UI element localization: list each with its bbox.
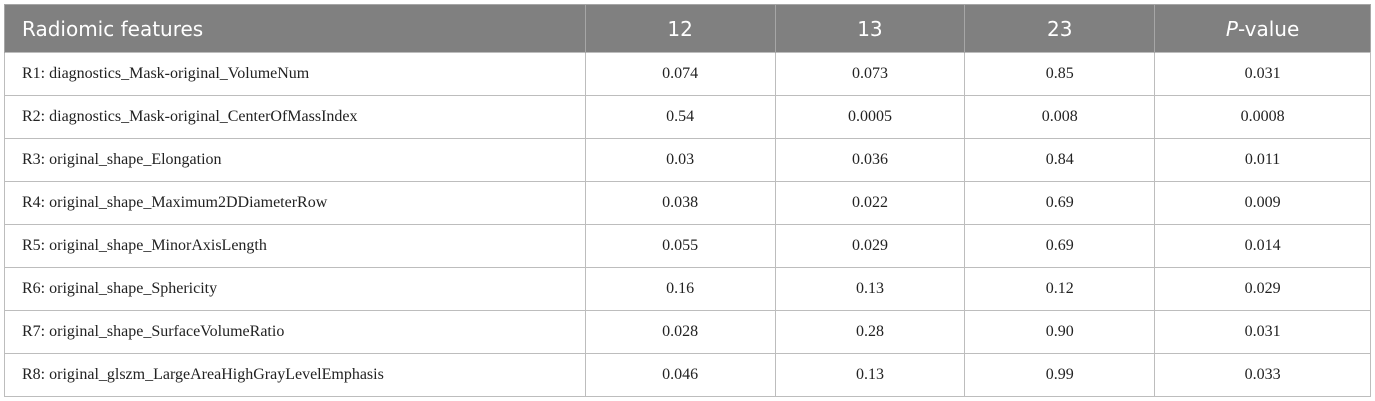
value-cell: 0.13 — [774, 267, 966, 311]
value-cell: 0.038 — [584, 181, 776, 225]
value-cell: 0.028 — [584, 310, 776, 354]
value-cell: 0.031 — [1154, 52, 1371, 96]
value-cell: 0.011 — [1154, 138, 1371, 182]
feature-name: R4: original_shape_Maximum2DDiameterRow — [4, 181, 586, 225]
value-cell: 0.008 — [964, 95, 1156, 139]
header-cell: P-value — [1154, 4, 1371, 53]
table-row: R5: original_shape_MinorAxisLength 0.055 0… — [4, 224, 1371, 268]
value-cell: 0.69 — [964, 224, 1156, 268]
header-row: Radiomic features 12 13 23 P-value — [4, 4, 1371, 53]
value-cell: 0.073 — [774, 52, 966, 96]
value-cell: 0.85 — [964, 52, 1156, 96]
value-cell: 0.074 — [584, 52, 776, 96]
table-row: R3: original_shape_Elongation 0.03 0.036 0.… — [4, 138, 1371, 182]
value-cell: 0.036 — [774, 138, 966, 182]
value-cell: 0.033 — [1154, 353, 1371, 397]
value-cell: 0.014 — [1154, 224, 1371, 268]
value-cell: 0.031 — [1154, 310, 1371, 354]
header-cell: 23 — [964, 4, 1155, 53]
value-cell: 0.12 — [964, 267, 1156, 311]
value-cell: 0.54 — [584, 95, 776, 139]
results-table: Radiomic features 12 13 23 P-value R1: diagn… — [4, 4, 1371, 397]
table-body: R1: diagnostics_Mask-original_VolumeNum 0… — [4, 52, 1371, 397]
value-cell: 0.0008 — [1154, 95, 1371, 139]
table-header: Radiomic features 12 13 23 P-value — [4, 4, 1371, 53]
feature-name: R7: original_shape_SurfaceVolumeRatio — [4, 310, 586, 354]
value-cell: 0.99 — [964, 353, 1156, 397]
feature-name: R8: original_glszm_LargeAreaHighGrayLeve… — [4, 353, 586, 397]
header-cell: 12 — [584, 4, 776, 53]
value-cell: 0.84 — [964, 138, 1156, 182]
value-cell: 0.90 — [964, 310, 1156, 354]
feature-name: R2: diagnostics_Mask-original_CenterOfMa… — [4, 95, 586, 139]
value-cell: 0.0005 — [774, 95, 966, 139]
value-cell: 0.009 — [1154, 181, 1371, 225]
value-cell: 0.03 — [584, 138, 776, 182]
value-cell: 0.16 — [584, 267, 776, 311]
value-cell: 0.029 — [774, 224, 966, 268]
header-cell: 13 — [774, 4, 965, 53]
table-row: R1: diagnostics_Mask-original_VolumeNum 0… — [4, 52, 1371, 96]
value-cell: 0.046 — [584, 353, 776, 397]
header-cell: Radiomic features — [4, 4, 586, 53]
value-cell: 0.022 — [774, 181, 966, 225]
value-cell: 0.055 — [584, 224, 776, 268]
value-cell: 0.13 — [774, 353, 966, 397]
table-row: R4: original_shape_Maximum2DDiameterRow 0… — [4, 181, 1371, 225]
feature-name: R1: diagnostics_Mask-original_VolumeNum — [4, 52, 586, 96]
table-row: R2: diagnostics_Mask-original_CenterOfMa… — [4, 95, 1371, 139]
feature-name: R5: original_shape_MinorAxisLength — [4, 224, 586, 268]
table-row: R6: original_shape_Sphericity 0.16 0.13 0.1… — [4, 267, 1371, 311]
feature-name: R3: original_shape_Elongation — [4, 138, 586, 182]
value-cell: 0.69 — [964, 181, 1156, 225]
feature-name: R6: original_shape_Sphericity — [4, 267, 586, 311]
table-row: R8: original_glszm_LargeAreaHighGrayLeve… — [4, 353, 1371, 397]
value-cell: 0.029 — [1154, 267, 1371, 311]
value-cell: 0.28 — [774, 310, 966, 354]
table-row: R7: original_shape_SurfaceVolumeRatio 0.0… — [4, 310, 1371, 354]
